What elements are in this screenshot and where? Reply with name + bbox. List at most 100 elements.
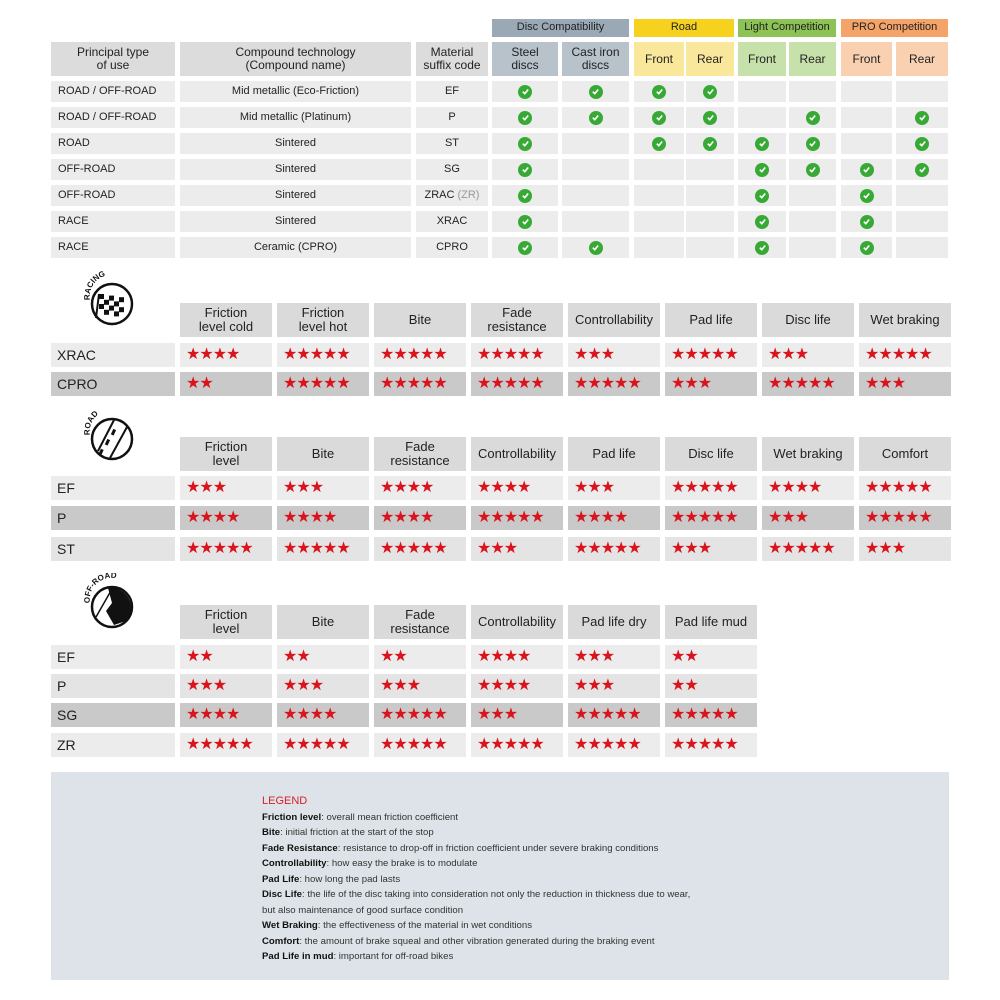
star-icon: ★ [199, 374, 213, 392]
star-rating: ★ ★ ★ [568, 476, 660, 500]
code-text: ZRAC [424, 188, 455, 201]
star-icon: ★ [380, 345, 394, 363]
code-cell: CPRO [416, 237, 488, 258]
star-icon: ★ [878, 478, 892, 496]
row-label: CPRO [51, 372, 175, 396]
star-icon: ★ [684, 374, 698, 392]
star-rating: ★ ★ ★ ★ ★ [568, 372, 660, 396]
star-icon: ★ [420, 705, 434, 723]
star-icon: ★ [697, 735, 712, 753]
compat-cell [841, 133, 892, 154]
star-icon: ★ [296, 478, 310, 496]
star-icon: ★ [684, 345, 698, 363]
star-icon: ★ [865, 374, 879, 392]
compound-cell: Sintered [180, 211, 411, 232]
code-text: XRAC [436, 214, 468, 227]
star-icon: ★ [781, 345, 795, 363]
star-icon: ★ [433, 735, 447, 753]
star-icon: ★ [477, 508, 491, 526]
compat-cell [686, 237, 734, 258]
rating-header: Friction level [180, 437, 272, 471]
compat-cell [686, 81, 734, 102]
star-rating: ★ ★ ★ ★ ★ [374, 343, 466, 367]
rating-header: Friction level cold [180, 303, 272, 337]
compat-cell [896, 211, 948, 232]
compat-cell [686, 133, 734, 154]
star-rating: ★ ★ [180, 645, 272, 669]
compat-cell [562, 107, 629, 128]
star-icon: ★ [186, 508, 200, 526]
legend-item: Bite: initial friction at the start of t… [262, 825, 690, 841]
compound-cell: Sintered [180, 185, 411, 206]
column-header: Principal type of use [51, 42, 175, 76]
star-icon: ★ [918, 508, 932, 526]
star-icon: ★ [477, 539, 491, 557]
code-cell: EF [416, 81, 488, 102]
star-icon: ★ [490, 478, 504, 496]
rating-header: Controllability [471, 605, 563, 639]
compat-cell [634, 185, 684, 206]
row-label: P [51, 506, 175, 530]
rating-header: Wet braking [762, 437, 854, 471]
star-rating: ★ ★ ★ ★ [471, 674, 563, 698]
star-icon: ★ [323, 374, 337, 392]
star-icon: ★ [711, 345, 725, 363]
legend-desc: : important for off-road bikes [333, 951, 454, 962]
star-icon: ★ [600, 705, 615, 723]
compat-cell [634, 81, 684, 102]
star-icon: ★ [226, 735, 240, 753]
star-icon: ★ [433, 705, 447, 723]
star-rating: ★ ★ ★ ★ ★ [277, 343, 369, 367]
star-icon: ★ [393, 508, 407, 526]
star-icon: ★ [587, 705, 601, 723]
star-icon: ★ [891, 508, 906, 526]
compat-cell [686, 185, 734, 206]
compat-cell [562, 159, 629, 180]
star-icon: ★ [768, 374, 782, 392]
star-icon: ★ [420, 374, 434, 392]
legend-term: Disc Life [262, 889, 302, 900]
star-rating: ★ ★ ★ ★ [471, 645, 563, 669]
type-cell: RACE [51, 237, 175, 258]
column-header: Rear [789, 42, 836, 76]
compat-cell [738, 81, 786, 102]
star-icon: ★ [574, 374, 588, 392]
star-icon: ★ [336, 539, 350, 557]
rating-header: Controllability [568, 303, 660, 337]
star-icon: ★ [212, 735, 227, 753]
rating-header: Fade resistance [471, 303, 563, 337]
group-header: Road [634, 19, 734, 37]
star-rating: ★ ★ ★ ★ [180, 506, 272, 530]
star-rating: ★ ★ [665, 674, 757, 698]
star-icon: ★ [406, 539, 421, 557]
star-rating: ★ ★ ★ ★ ★ [277, 372, 369, 396]
star-icon: ★ [309, 345, 324, 363]
star-rating: ★ ★ ★ ★ ★ [471, 506, 563, 530]
compat-cell [841, 237, 892, 258]
legend-desc: : the life of the disc taking into consi… [302, 889, 691, 900]
star-icon: ★ [794, 539, 809, 557]
star-icon: ★ [503, 345, 518, 363]
star-icon: ★ [309, 676, 324, 694]
star-icon: ★ [768, 478, 782, 496]
star-icon: ★ [283, 676, 297, 694]
star-rating: ★ ★ ★ ★ ★ [374, 372, 466, 396]
legend-item: Comfort: the amount of brake squeal and … [262, 934, 690, 950]
star-icon: ★ [212, 705, 227, 723]
row-label: ZR [51, 733, 175, 757]
star-rating: ★ ★ ★ ★ ★ [665, 703, 757, 727]
code-text: SG [444, 162, 460, 175]
code-cell: P [416, 107, 488, 128]
star-rating: ★ ★ ★ [374, 674, 466, 698]
legend-desc: : resistance to drop-off in friction coe… [337, 842, 659, 854]
check-icon [859, 188, 874, 203]
compound-cell: Mid metallic (Eco-Friction) [180, 81, 411, 102]
legend-desc: but also maintenance of good surface con… [262, 904, 464, 916]
legend-title: LEGEND [262, 795, 308, 807]
check-icon [915, 162, 929, 177]
check-icon [652, 110, 666, 125]
star-rating: ★ ★ ★ [665, 372, 757, 396]
star-icon: ★ [406, 478, 421, 496]
star-rating: ★ ★ ★ ★ ★ [277, 537, 369, 561]
star-icon: ★ [587, 539, 601, 557]
